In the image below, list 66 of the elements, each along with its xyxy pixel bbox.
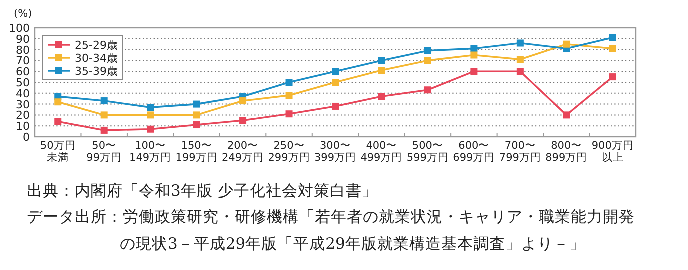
point bbox=[378, 57, 386, 64]
x-tick-label: 400〜 499万円 bbox=[360, 140, 404, 164]
point bbox=[147, 112, 154, 119]
point bbox=[609, 34, 616, 42]
y-tick-label: 0 bbox=[23, 131, 30, 144]
y-tick-label: 90 bbox=[16, 32, 30, 46]
point bbox=[424, 47, 432, 54]
y-tick-label: 70 bbox=[16, 54, 30, 68]
point bbox=[516, 40, 524, 47]
point bbox=[147, 104, 154, 112]
point bbox=[193, 112, 200, 119]
point bbox=[609, 74, 616, 81]
legend-label: 25-29歳 bbox=[75, 39, 118, 52]
y-axis-title: (%) bbox=[14, 8, 32, 20]
x-tick-label: 100〜 149万円 bbox=[128, 140, 173, 164]
point bbox=[240, 117, 247, 124]
point bbox=[147, 126, 154, 133]
x-tick-label: 250〜 299万円 bbox=[267, 140, 312, 164]
point bbox=[54, 118, 62, 126]
y-tick-label: 30 bbox=[16, 98, 30, 112]
point bbox=[332, 102, 339, 110]
point bbox=[516, 56, 524, 64]
x-tick-label: 500〜 599万円 bbox=[406, 140, 450, 164]
point bbox=[100, 126, 108, 134]
y-tick-label: 60 bbox=[16, 66, 30, 79]
y-tick-label: 80 bbox=[16, 44, 30, 57]
y-tick-label: 20 bbox=[16, 109, 30, 122]
point bbox=[563, 112, 570, 119]
y-tick-label: 40 bbox=[16, 87, 30, 100]
point bbox=[470, 68, 478, 76]
point bbox=[563, 40, 570, 48]
x-tick-label: 800〜 899万円 bbox=[544, 140, 589, 164]
point bbox=[54, 98, 62, 106]
x-tick-label: 50〜 99万円 bbox=[86, 140, 124, 164]
point bbox=[100, 112, 108, 119]
point bbox=[100, 98, 108, 105]
x-tick-label: 50万円未満 bbox=[39, 140, 77, 164]
legend-label: 30-34歳 bbox=[75, 52, 118, 65]
point bbox=[286, 110, 293, 118]
point bbox=[193, 100, 200, 108]
point bbox=[332, 68, 339, 76]
point bbox=[424, 57, 432, 64]
point bbox=[470, 45, 478, 52]
point bbox=[286, 92, 293, 100]
legend-label: 35-39歳 bbox=[75, 65, 118, 78]
x-tick-label: 200〜 249万円 bbox=[221, 140, 266, 164]
point bbox=[609, 45, 616, 52]
x-tick-label: 900万円以上 bbox=[590, 140, 635, 164]
x-tick-label: 700〜 799万円 bbox=[498, 140, 542, 164]
x-tick-label: 600〜 699万円 bbox=[452, 140, 496, 164]
source-note: 出典：内閣府「令和3年版 少子化社会対策白書」 bbox=[27, 181, 378, 202]
y-tick-label: 10 bbox=[16, 120, 30, 134]
point bbox=[378, 67, 386, 74]
point bbox=[332, 79, 339, 86]
y-tick-label: 100 bbox=[9, 22, 30, 35]
y-tick-label: 50 bbox=[16, 76, 30, 90]
point bbox=[470, 52, 478, 59]
point bbox=[424, 86, 432, 94]
point bbox=[286, 79, 293, 86]
text: データ出所：労働政策研究・研修機構「若年者の就業状況・キャリア・職業能力開発の現状3－平成29年版「平成29年版就業構造基本調査」より－」 bbox=[27, 207, 635, 255]
point bbox=[378, 93, 386, 100]
point bbox=[516, 68, 524, 76]
point bbox=[193, 122, 200, 129]
point bbox=[240, 98, 247, 105]
x-tick-label: 300〜 399万円 bbox=[314, 140, 358, 164]
x-tick-label: 150〜 199万円 bbox=[174, 140, 219, 164]
